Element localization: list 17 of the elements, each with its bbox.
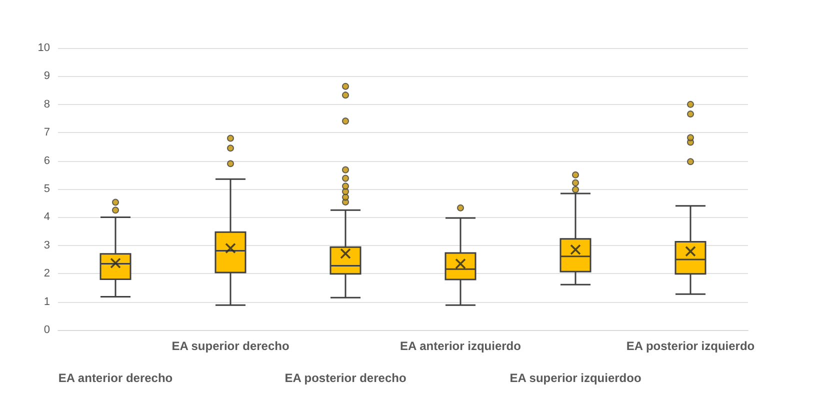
y-tick-label: 1 (44, 296, 50, 308)
y-tick-label: 9 (44, 70, 50, 82)
y-tick-label: 3 (44, 239, 50, 252)
y-tick-label: 0 (44, 324, 50, 336)
y-tick-label: 2 (44, 268, 50, 280)
x-tick-label: EA anterior derecho (58, 371, 173, 385)
x-tick-label: EA superior derecho (172, 339, 290, 353)
x-tick-label: EA superior izquierdoo (510, 371, 642, 385)
x-tick-label: EA posterior izquierdo (626, 339, 755, 353)
x-tick-label: EA posterior derecho (284, 371, 406, 385)
y-tick-label: 8 (44, 98, 50, 110)
y-tick-label: 7 (44, 126, 50, 139)
y-tick-label: 4 (44, 211, 50, 224)
y-tick-label: 5 (44, 183, 50, 195)
x-tick-label: EA anterior izquierdo (400, 339, 521, 353)
y-tick-label: 10 (38, 42, 50, 54)
y-tick-label: 6 (44, 154, 50, 167)
